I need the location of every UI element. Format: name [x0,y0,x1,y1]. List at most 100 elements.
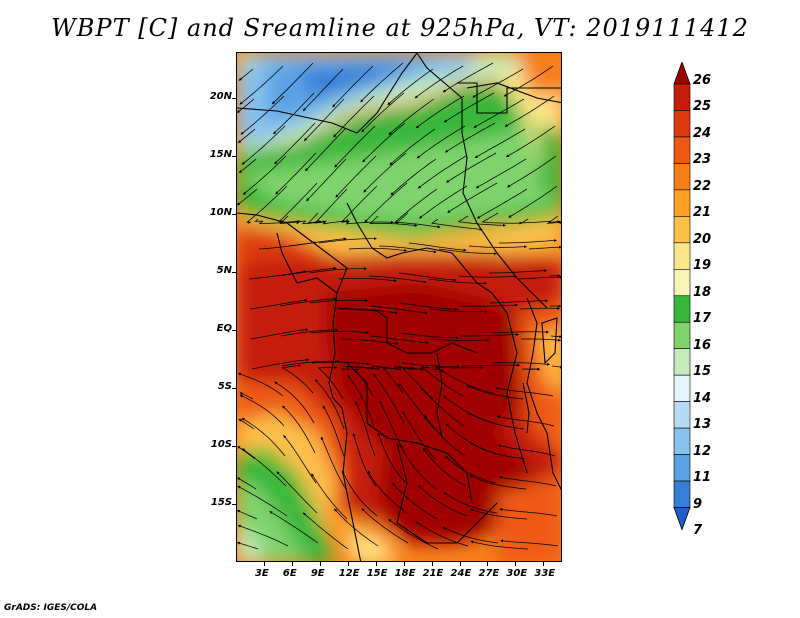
streamline [550,335,561,339]
colorbar-segment [673,136,691,164]
colorbar-segment [673,295,691,323]
streamline [417,155,467,189]
colorbar-label: 22 [693,178,712,194]
streamline [307,212,346,225]
streamline [344,218,394,225]
streamline [310,331,369,335]
streamline [548,215,561,224]
streamline [508,185,558,218]
streamline [279,297,338,307]
streamline [274,381,315,424]
streamline [239,65,284,105]
streamline [378,245,437,254]
streamline [333,95,375,138]
streamline [446,152,497,183]
streamline [273,92,315,135]
x-tick-label: 24E [450,568,472,579]
y-tick-label: EQ [216,323,232,335]
streamline [419,185,468,219]
streamline [503,65,554,97]
streamline [499,239,557,244]
streamline [396,212,441,229]
streamline [461,333,520,337]
colorbar-label: 19 [693,258,712,274]
y-tick-mark [232,98,236,100]
x-tick-mark [403,562,405,566]
streamline [468,413,525,430]
streamline [237,485,288,517]
colorbar-segment [673,454,691,482]
streamline [414,65,464,99]
streamline [442,526,499,544]
streamline [398,272,457,282]
x-tick-label: 27E [478,568,500,579]
streamline [279,215,322,225]
colorbar-label: 11 [693,470,712,486]
streamline [269,511,319,544]
colorbar-label: 17 [693,311,712,327]
streamline [490,330,550,334]
streamline [238,418,255,430]
colorbar-segment [673,189,691,217]
y-tick-mark [232,272,236,274]
streamline [362,122,406,163]
streamline [518,275,561,280]
streamline [398,383,435,430]
streamline [361,92,405,133]
streamline [317,366,344,400]
streamline [387,68,434,106]
streamline [237,445,256,460]
streamline [399,444,437,490]
streamline [491,362,550,366]
x-tick-mark [431,562,433,566]
streamline [469,442,526,460]
streamline [305,128,346,172]
streamline [369,215,418,227]
colorbar-label: 24 [693,125,712,141]
streamline [500,539,559,547]
streamline [420,387,465,427]
colorbar-segment [673,348,691,376]
streamline [388,98,435,136]
streamline [249,298,308,310]
streamline [274,122,316,165]
streamline [322,405,346,460]
streamline [303,98,345,142]
streamline [311,473,348,520]
streamline [469,475,527,490]
streamline [497,444,556,457]
streamline [238,158,257,174]
x-tick-label: 15E [366,568,388,579]
streamline [521,338,561,342]
streamline [283,435,317,484]
streamline [381,365,404,394]
streamline [237,524,289,547]
streamline [250,328,309,340]
streamline [347,374,375,427]
streamline [408,242,467,252]
streamline [416,125,466,159]
streamline [341,470,378,517]
x-tick-label: 6E [282,568,297,579]
streamline [468,245,527,249]
colorbar-segment [673,401,691,429]
y-tick-label: 15N [209,149,232,161]
streamline [520,218,561,225]
grads-credit: GrADS: IGES/COLA [4,603,98,613]
streamline [237,541,259,550]
streamline [242,155,287,195]
streamline [489,269,547,274]
streamline [309,299,368,304]
streamline [271,62,314,105]
streamline [367,470,408,514]
streamline [239,394,285,427]
streamline [237,188,258,206]
streamline [237,98,255,113]
streamline [431,366,484,370]
streamline [428,278,487,285]
colorbar-bottom-arrow [673,507,691,531]
streamline [332,65,374,108]
streamline [377,432,407,484]
streamline [318,237,377,244]
streamline [466,385,524,400]
